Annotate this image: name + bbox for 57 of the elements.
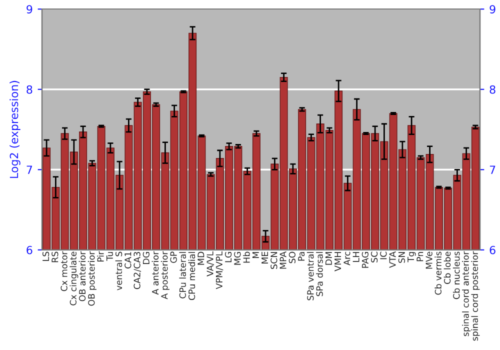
- x-tick-label: SPa ventral: [306, 252, 314, 300]
- x-tick-label: RS: [52, 252, 58, 262]
- x-tick-label: Cx cingulate: [70, 252, 78, 306]
- x-tick-label: Cb lobe: [444, 252, 451, 284]
- x-tick-label: GP: [170, 252, 177, 263]
- x-tick-label: Pir: [97, 251, 104, 262]
- x-tick-label: A posterior: [160, 251, 170, 300]
- x-tick-label: SO: [288, 252, 296, 264]
- x-tick-label: ventral S: [115, 252, 122, 290]
- x-tick-label: CA1: [124, 252, 132, 268]
- x-tick-label: Hb: [243, 252, 250, 263]
- x-tick-label: Cb vermis: [434, 252, 442, 295]
- x-tick-label: CA2/CA3: [134, 252, 142, 290]
- x-tick-label: Pa: [298, 252, 305, 261]
- x-tick-label: Cb nucleus: [452, 252, 460, 300]
- x-tick-label: CPu medial: [188, 252, 196, 300]
- x-tick-label: OB posterior: [88, 251, 96, 306]
- x-tick-label: LS: [42, 252, 50, 261]
- y-tick-label: 8: [26, 85, 32, 94]
- x-tick-label: MD: [198, 252, 204, 265]
- x-tick-label: CPu lateral: [179, 252, 186, 298]
- x-tick-label: A anterior: [152, 251, 159, 295]
- y2-tick-label: 6: [490, 246, 496, 254]
- x-tick-label: Pn: [416, 252, 424, 262]
- x-tick-label: PAG: [362, 252, 368, 268]
- x-tick-label: M: [252, 252, 259, 258]
- x-tick-label: spinal cord anterior: [462, 251, 471, 336]
- x-tick-label: DG: [142, 252, 150, 264]
- x-tick-label: IC: [380, 252, 387, 260]
- x-tick-label: OB anterior: [78, 251, 86, 302]
- x-tick-label: MG: [234, 252, 241, 265]
- x-tick-label: VPM/VPL: [216, 251, 224, 290]
- y2-tick-label: 7: [490, 166, 496, 174]
- y-tick-label: 9: [26, 5, 32, 14]
- x-tick-label: SCN: [270, 252, 278, 269]
- y-tick-label: 7: [26, 166, 32, 174]
- x-tick-label: VTA: [389, 251, 396, 268]
- x-tick-label: MPA: [280, 251, 286, 269]
- x-tick-label: Tg: [408, 252, 416, 262]
- y2-tick-label: 9: [490, 5, 496, 14]
- x-tick-label: SN: [398, 252, 405, 263]
- x-tick-label: LH: [352, 252, 360, 262]
- x-tick-label: SC: [370, 252, 378, 262]
- x-tick-label: DM: [325, 252, 332, 265]
- x-tick-label: Arc: [344, 252, 350, 266]
- x-tick-label: Tu: [106, 252, 113, 261]
- y-tick-label: 6: [26, 246, 32, 254]
- y2-tick-label: 8: [490, 85, 496, 94]
- x-tick-label: VA/VL: [206, 251, 214, 276]
- x-tick-label: LG: [224, 252, 232, 262]
- y-axis-title: Log2 (expression): [10, 80, 20, 178]
- x-tick-label: MVe: [426, 252, 432, 269]
- x-tick-label: ME: [262, 252, 268, 264]
- x-tick-label: VMH: [334, 252, 341, 272]
- x-tick-label: SPa dorsal: [316, 252, 323, 296]
- x-tick-label: Cx motor: [60, 251, 68, 292]
- x-tick-label: spinal cord posterior: [471, 251, 480, 341]
